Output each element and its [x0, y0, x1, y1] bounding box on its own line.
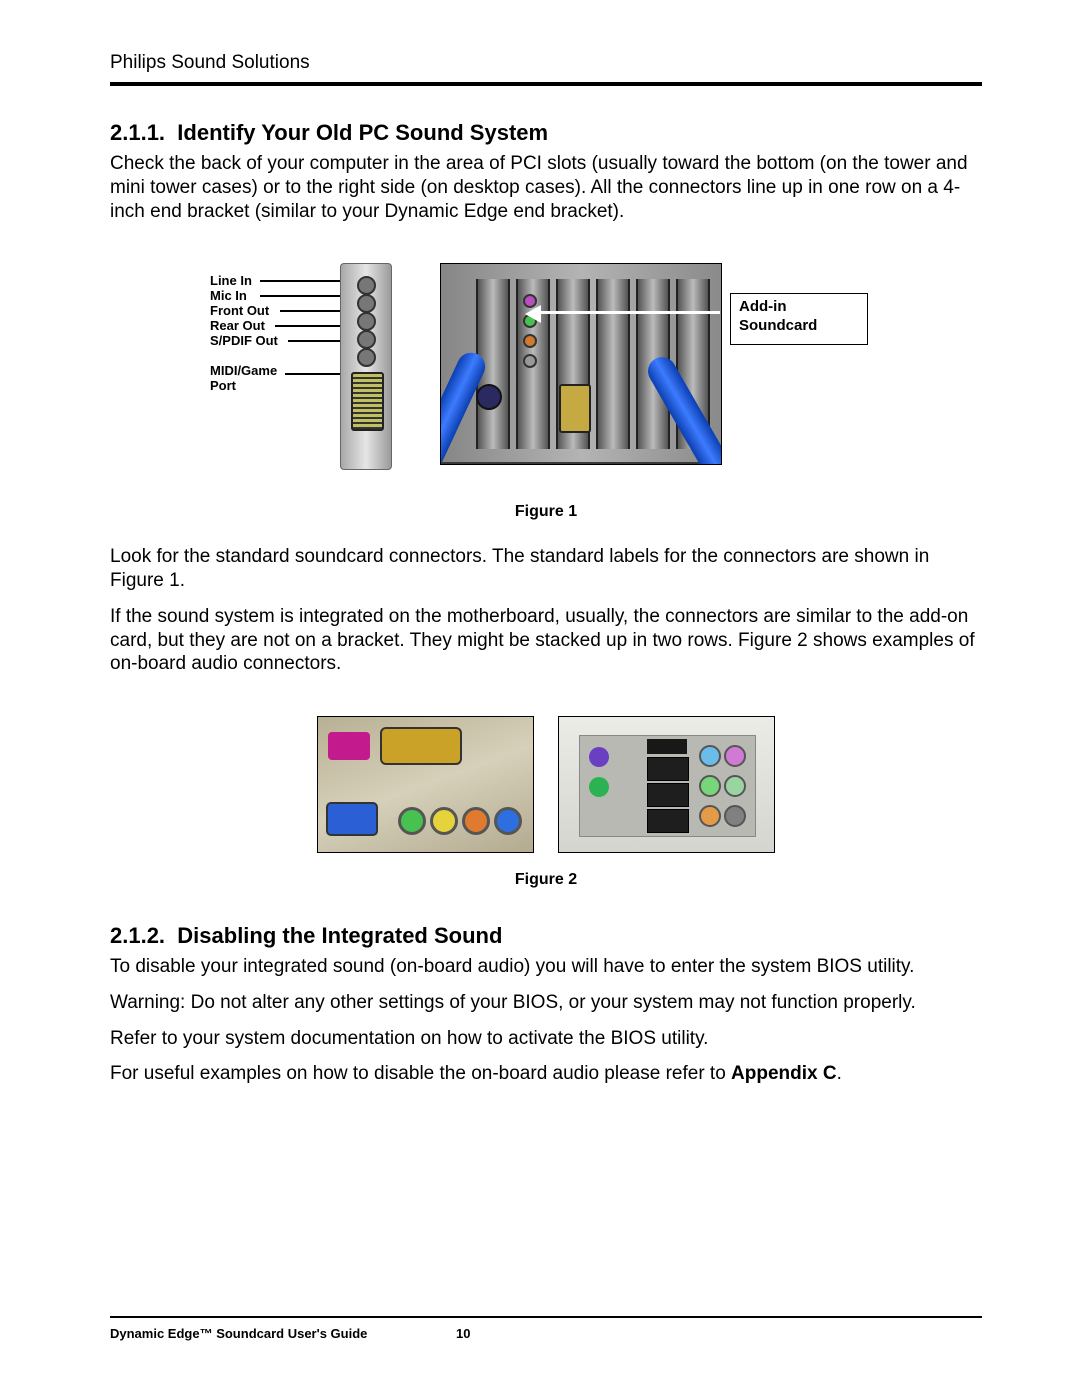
section2-p2: Warning: Do not alter any other settings… [110, 991, 982, 1015]
figure-1: Line In Mic In Front Out Rear Out S/PDIF… [110, 263, 982, 483]
callout-line2: Soundcard [739, 317, 859, 336]
section2-p1: To disable your integrated sound (on-boa… [110, 955, 982, 979]
onboard-audio-photo-a [317, 716, 534, 853]
figure1-caption: Figure 1 [110, 503, 982, 521]
appendix-ref: Appendix C [731, 1063, 837, 1084]
label-spdif-out: S/PDIF Out [210, 333, 278, 348]
callout-arrow [530, 311, 720, 314]
header-rule [110, 82, 982, 86]
section2-p3: Refer to your system documentation on ho… [110, 1027, 982, 1051]
label-rear-out: Rear Out [210, 318, 278, 333]
figure2-caption: Figure 2 [110, 871, 982, 889]
section2-p4: For useful examples on how to disable th… [110, 1062, 982, 1086]
footer-rule [110, 1316, 982, 1318]
footer-page-number: 10 [456, 1326, 470, 1341]
pc-backpanel-photo [440, 263, 722, 465]
label-midi-1: MIDI/Game [210, 363, 278, 378]
section2-p4c: . [837, 1063, 842, 1084]
section1-p1: Check the back of your computer in the a… [110, 152, 982, 223]
page-footer: Dynamic Edge™ Soundcard User's Guide 10 [110, 1316, 982, 1341]
label-midi-2: Port [210, 378, 278, 393]
page-header: Philips Sound Solutions [110, 52, 982, 80]
figure1-labels: Line In Mic In Front Out Rear Out S/PDIF… [210, 273, 278, 393]
footer-title: Dynamic Edge™ Soundcard User's Guide [110, 1326, 367, 1341]
leader-line [260, 280, 352, 282]
onboard-audio-photo-b [558, 716, 775, 853]
document-page: Philips Sound Solutions 2.1.1. Identify … [0, 0, 1080, 1397]
section-title: Disabling the Integrated Sound [177, 923, 502, 948]
section1-p3: If the sound system is integrated on the… [110, 605, 982, 676]
figure-2 [110, 716, 982, 853]
section2-p4a: For useful examples on how to disable th… [110, 1063, 731, 1084]
section-number: 2.1.2. [110, 923, 165, 948]
callout-line1: Add-in [739, 298, 859, 317]
section1-p2: Look for the standard soundcard connecto… [110, 545, 982, 593]
callout-box-addin-soundcard: Add-in Soundcard [730, 293, 868, 345]
leader-line [260, 295, 352, 297]
section-title: Identify Your Old PC Sound System [177, 120, 548, 145]
section-heading-2: 2.1.2. Disabling the Integrated Sound [110, 923, 982, 949]
section-number: 2.1.1. [110, 120, 165, 145]
label-front-out: Front Out [210, 303, 278, 318]
soundcard-bracket-illustration [340, 263, 392, 470]
section-heading-1: 2.1.1. Identify Your Old PC Sound System [110, 120, 982, 146]
